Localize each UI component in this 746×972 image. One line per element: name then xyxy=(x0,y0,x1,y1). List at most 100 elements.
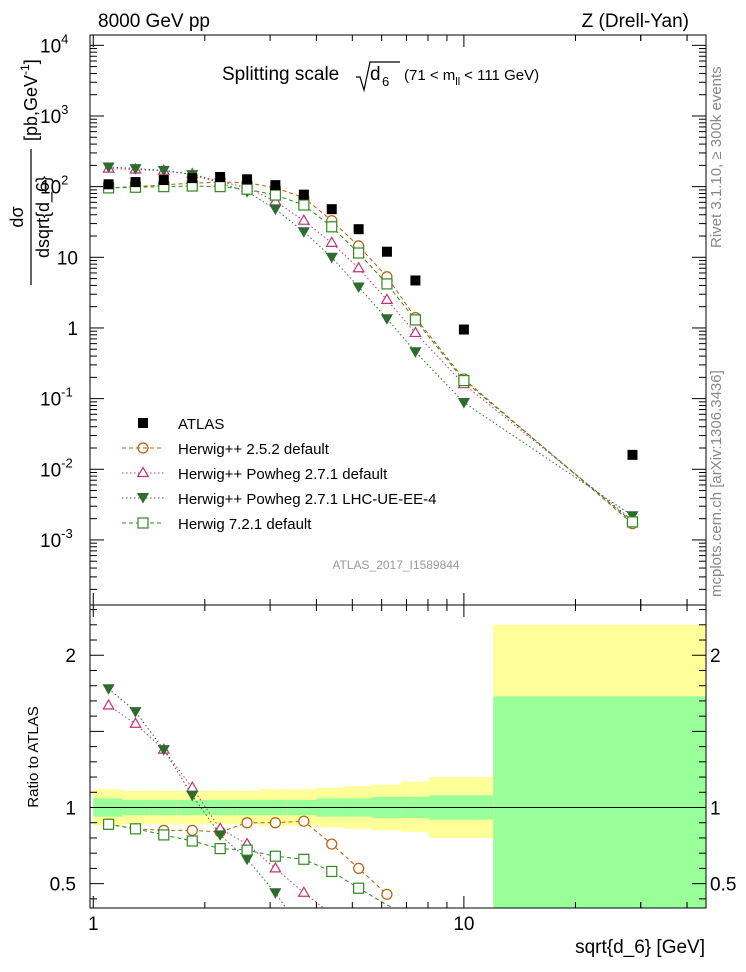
legend-marker-atlas xyxy=(138,418,148,428)
legend: ATLAS Herwig++ 2.5.2 default Herwig++ Po… xyxy=(122,416,436,533)
legend-marker-herwig721 xyxy=(137,517,149,529)
main-point-powheg-ue xyxy=(325,252,338,264)
main-point-herwig721 xyxy=(353,247,365,259)
ylabel-unit: [pb,GeV-1] xyxy=(18,59,41,141)
y-tick-label: 10-3 xyxy=(40,526,73,552)
ratio-point-herwig252 xyxy=(186,824,198,836)
main-point-atlas xyxy=(627,449,638,460)
ratio-point-powheg-ue xyxy=(240,854,254,866)
main-point-powheg xyxy=(325,236,338,247)
ylabel-numerator: dσ xyxy=(7,206,27,227)
main-axis-ticks xyxy=(90,35,706,605)
main-panel: 10-3 10-2 10-1 1 10 102 103 104 Splitting scale… xyxy=(7,31,707,606)
ratio-point-herwig252 xyxy=(353,862,365,875)
title-symbol: d xyxy=(370,64,381,85)
main-point-atlas xyxy=(381,246,392,257)
ratio-point-powheg-ue xyxy=(157,745,170,756)
main-point-herwig721 xyxy=(626,516,639,528)
title-symbol-sub: 6 xyxy=(382,74,389,89)
ratio-point-herwig252 xyxy=(298,815,310,827)
ratio-point-powheg xyxy=(102,698,115,710)
main-point-powheg-ue xyxy=(297,227,310,238)
main-point-atlas xyxy=(187,173,198,184)
ratio-point-herwig721 xyxy=(129,823,142,835)
main-series xyxy=(102,161,639,530)
ratio-frame xyxy=(89,604,707,909)
main-point-powheg-ue xyxy=(352,282,365,293)
main-series-atlas xyxy=(103,171,638,460)
ratio-y-tick-label-right: 0.5 xyxy=(710,875,736,896)
main-line-herwig252 xyxy=(108,181,633,525)
legend-label-atlas: ATLAS xyxy=(178,416,224,433)
ratio-line-powheg-ue xyxy=(108,688,287,908)
main-point-atlas xyxy=(410,275,421,286)
main-point-powheg-ue xyxy=(457,398,470,409)
ratio-point-powheg-ue xyxy=(214,830,227,841)
ratio-point-powheg-ue xyxy=(269,888,282,899)
y-tick-label: 10 xyxy=(57,248,78,269)
main-point-powheg xyxy=(409,326,422,338)
ratio-point-herwig721 xyxy=(269,850,281,862)
sqrt-symbol-icon xyxy=(356,61,400,93)
main-point-herwig721 xyxy=(214,181,226,193)
main-point-atlas xyxy=(130,177,141,188)
ratio-point-herwig721 xyxy=(326,865,338,878)
ratio-point-powheg xyxy=(297,886,311,897)
ratio-point-herwig252 xyxy=(269,817,281,829)
main-point-herwig721 xyxy=(458,374,470,387)
main-point-atlas xyxy=(298,189,309,200)
main-point-herwig721 xyxy=(381,278,393,290)
legend-label-herwig721: Herwig 7.2.1 default xyxy=(178,516,312,533)
ylabel-denominator: dsqrt{d_6} xyxy=(33,176,54,258)
ratio-point-powheg-ue xyxy=(186,790,199,802)
ratio-point-herwig721 xyxy=(102,818,115,830)
ratio-y-tick-label-right: 2 xyxy=(710,646,721,667)
y-tick-label: 1 xyxy=(67,319,78,340)
ratio-series-herwig721 xyxy=(102,818,395,908)
ratio-axis-ticks xyxy=(90,605,706,908)
main-point-atlas xyxy=(458,324,469,335)
legend-marker-powheg-ue xyxy=(136,493,150,504)
ratio-uncertainty-bands xyxy=(93,624,706,908)
main-line-powheg-ue xyxy=(108,166,633,517)
ratio-y-tick-label-left: 1 xyxy=(65,799,76,820)
ratio-point-herwig252 xyxy=(326,838,338,850)
ratio-panel: 0.5 0.5 1 1 2 2 1 10 Ratio to ATLAS sqrt{d_6} … xyxy=(25,604,736,958)
legend-label-powheg-ue: Herwig++ Powheg 2.7.1 LHC-UE-EE-4 xyxy=(178,491,436,508)
main-y-tick-labels: 10-3 10-2 10-1 1 10 102 103 104 xyxy=(40,31,78,552)
legend-label-powheg: Herwig++ Powheg 2.7.1 default xyxy=(178,466,388,483)
legend-marker-herwig252 xyxy=(137,442,149,454)
main-point-powheg-ue xyxy=(380,314,394,325)
ratio-y-tick-label-left: 2 xyxy=(65,646,76,667)
ratio-y-tick-label-left: 0.5 xyxy=(50,875,76,896)
ratio-series xyxy=(102,684,395,908)
ratio-point-powheg-ue xyxy=(102,684,115,695)
main-point-powheg-ue xyxy=(409,347,422,358)
ratio-point-herwig721 xyxy=(353,882,365,894)
main-point-powheg-ue xyxy=(157,165,170,177)
main-point-powheg-ue xyxy=(626,511,639,522)
y-tick-label: 102 xyxy=(40,173,68,199)
header-right: Z (Drell-Yan) xyxy=(582,11,689,32)
title-range: (71 < mll < 111 GeV) xyxy=(404,67,539,88)
rivet-version-label: Rivet 3.1.10, ≥ 300k events xyxy=(708,66,725,248)
mcplots-label: mcplots.cern.ch [arXiv:1306.3436] xyxy=(708,370,725,597)
y-tick-label: 103 xyxy=(40,102,68,128)
ratio-point-powheg xyxy=(269,861,282,873)
ratio-point-herwig721 xyxy=(214,843,226,855)
legend-label-herwig252: Herwig++ 2.5.2 default xyxy=(178,441,330,458)
main-point-atlas xyxy=(103,179,114,190)
main-point-powheg-ue xyxy=(129,164,142,175)
x-tick-label: 10 xyxy=(453,914,474,935)
main-point-herwig721 xyxy=(298,199,310,211)
ratio-band-inner xyxy=(493,696,706,908)
x-tick-labels: 1 10 xyxy=(88,914,475,935)
ratio-series-powheg-ue xyxy=(102,684,287,908)
y-tick-label: 104 xyxy=(40,31,68,57)
main-point-atlas xyxy=(158,175,169,186)
ratio-point-herwig252 xyxy=(381,888,393,900)
analysis-id-label: ATLAS_2017_I1589844 xyxy=(332,558,460,572)
ratio-y-tick-label-right: 1 xyxy=(710,799,721,820)
ratio-point-powheg-ue xyxy=(129,707,142,718)
main-point-atlas xyxy=(353,224,364,235)
